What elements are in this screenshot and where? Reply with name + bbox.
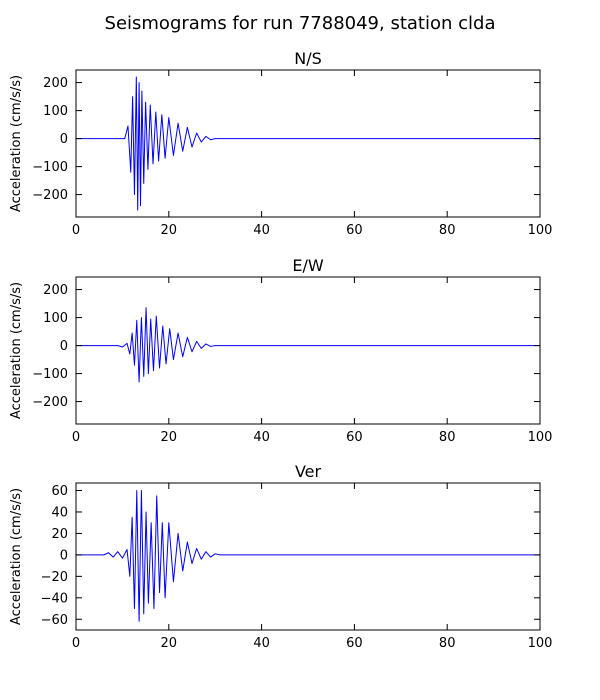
figure-title: Seismograms for run 7788049, station cld… xyxy=(105,13,496,34)
y-tick-label-ew: −100 xyxy=(32,367,68,382)
y-tick-label-ver: −20 xyxy=(41,570,68,585)
seismogram-trace-ns xyxy=(76,76,540,211)
y-tick-label-ver: 60 xyxy=(51,484,68,499)
x-tick-label-ns: 40 xyxy=(253,223,270,238)
y-tick-label-ver: −40 xyxy=(41,591,68,606)
panel-title-ver: Ver xyxy=(295,462,322,481)
y-axis-label-ver: Acceleration (cm/s/s) xyxy=(9,488,24,625)
y-tick-label-ns: 0 xyxy=(60,132,68,147)
x-tick-label-ns: 100 xyxy=(528,223,553,238)
x-tick-label-ns: 60 xyxy=(346,223,363,238)
x-tick-label-ver: 60 xyxy=(346,636,363,651)
plot-frame-ns xyxy=(75,69,541,218)
x-tick-label-ns: 0 xyxy=(72,223,80,238)
y-tick-label-ew: 0 xyxy=(60,339,68,354)
x-tick-label-ver: 0 xyxy=(72,636,80,651)
x-tick-label-ver: 80 xyxy=(439,636,456,651)
y-tick-label-ns: 100 xyxy=(43,104,68,119)
panel-ns: N/S Acceleration (cm/s/s) 0 20 40 60 80 100 −200… xyxy=(9,49,552,238)
plot-frame-ew xyxy=(75,276,541,425)
x-tick-label-ew: 40 xyxy=(253,430,270,445)
y-tick-label-ew: −200 xyxy=(32,395,68,410)
y-tick-label-ns: 200 xyxy=(43,76,68,91)
y-tick-label-ew: 100 xyxy=(43,311,68,326)
y-tick-label-ver: 40 xyxy=(51,505,68,520)
x-tick-label-ns: 80 xyxy=(439,223,456,238)
panel-title-ns: N/S xyxy=(294,49,322,68)
x-tick-label-ns: 20 xyxy=(161,223,178,238)
x-tick-label-ew: 80 xyxy=(439,430,456,445)
panel-title-ew: E/W xyxy=(292,256,324,275)
x-tick-label-ver: 40 xyxy=(253,636,270,651)
y-axis-label-ew: Acceleration (cm/s/s) xyxy=(9,282,24,419)
y-tick-label-ver: 0 xyxy=(60,548,68,563)
panel-ver: Ver Acceleration (cm/s/s) 0 20 40 60 80 100 −60 −… xyxy=(9,462,552,651)
x-tick-label-ew: 100 xyxy=(528,430,553,445)
y-tick-label-ver: 20 xyxy=(51,527,68,542)
seismogram-trace-ver xyxy=(76,490,540,622)
x-tick-label-ew: 60 xyxy=(346,430,363,445)
plot-frame-ver xyxy=(75,482,541,631)
y-tick-label-ns: −100 xyxy=(32,160,68,175)
seismogram-trace-ew xyxy=(76,307,540,383)
x-tick-label-ew: 0 xyxy=(72,430,80,445)
x-tick-label-ver: 20 xyxy=(161,636,178,651)
y-tick-label-ew: 200 xyxy=(43,283,68,298)
y-tick-label-ns: −200 xyxy=(32,188,68,203)
panel-ew: E/W Acceleration (cm/s/s) 0 20 40 60 80 100 −200… xyxy=(9,256,552,445)
x-tick-label-ver: 100 xyxy=(528,636,553,651)
y-axis-label-ns: Acceleration (cm/s/s) xyxy=(9,75,24,212)
y-tick-label-ver: −60 xyxy=(41,613,68,628)
x-tick-label-ew: 20 xyxy=(161,430,178,445)
